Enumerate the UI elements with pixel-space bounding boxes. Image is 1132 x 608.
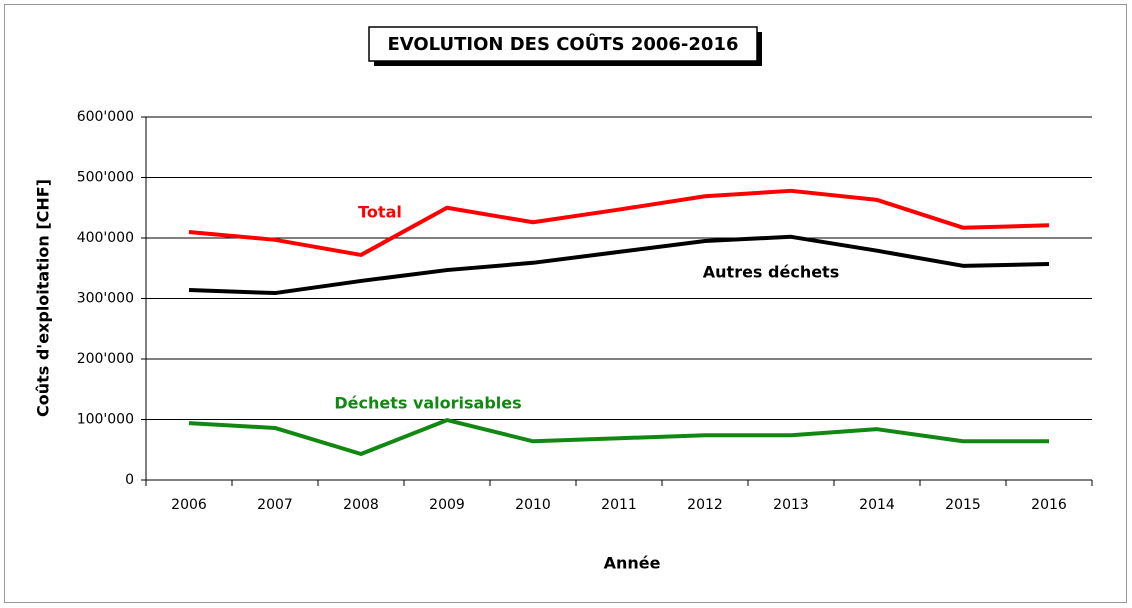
y-tick-label: 400'000 (77, 230, 134, 246)
y-tick-label: 0 (125, 472, 134, 488)
title-box (368, 26, 758, 62)
y-tick-label: 100'000 (77, 412, 134, 428)
x-tick-label: 2006 (171, 497, 207, 513)
chart-title: EVOLUTION DES COÛTS 2006-2016 (387, 33, 738, 55)
x-axis-label: Année (604, 554, 661, 573)
x-tick-label: 2007 (257, 497, 293, 513)
x-tick-label: 2011 (601, 497, 637, 513)
x-tick-label: 2013 (773, 497, 809, 513)
y-tick-label: 200'000 (77, 351, 134, 367)
x-tick-label: 2012 (687, 497, 723, 513)
y-axis-label: Coûts d'exploitation [CHF] (34, 179, 53, 417)
chart-frame (4, 4, 1127, 603)
series-label: Déchets valorisables (334, 394, 521, 413)
x-tick-label: 2014 (859, 497, 895, 513)
x-tick-label: 2015 (945, 497, 981, 513)
series-line (188, 188, 1050, 257)
y-tick-label: 600'000 (77, 109, 134, 125)
series-label: Autres déchets (703, 263, 839, 282)
series-label: Total (358, 203, 402, 222)
series-line (188, 234, 1050, 296)
y-tick-label: 300'000 (77, 291, 134, 307)
y-tick-label: 500'000 (77, 170, 134, 186)
x-tick-label: 2016 (1031, 497, 1067, 513)
x-tick-label: 2009 (429, 497, 465, 513)
x-tick-label: 2008 (343, 497, 379, 513)
x-tick-label: 2010 (515, 497, 551, 513)
series-line (188, 418, 1049, 456)
